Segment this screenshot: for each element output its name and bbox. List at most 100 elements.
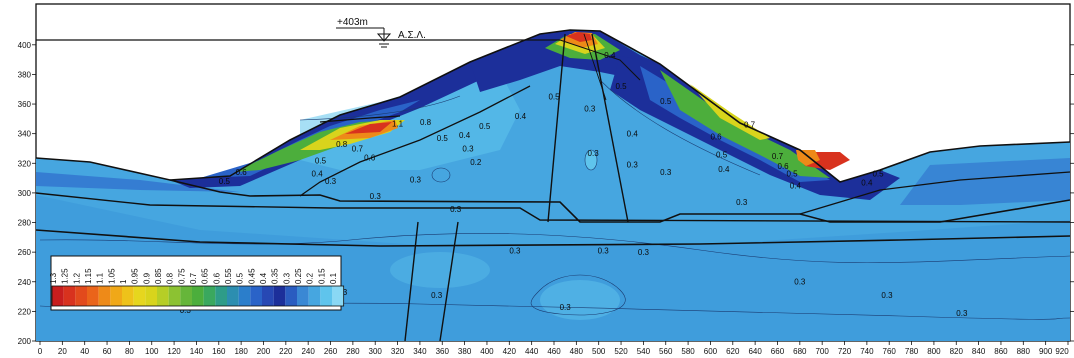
contour-label: 0.5 <box>615 82 627 91</box>
core-left <box>547 33 566 223</box>
x-tick-label: 520 <box>614 347 628 356</box>
x-tick-label: 140 <box>190 347 204 356</box>
contour-label: 0.3 <box>627 161 639 170</box>
y-tick-label: 400 <box>18 41 32 50</box>
x-tick-label: 20 <box>58 347 67 356</box>
contour-label: 0.6 <box>778 162 790 171</box>
contour-label: 0.5 <box>219 177 231 186</box>
legend-swatch <box>110 286 122 306</box>
contour-label: 0.3 <box>638 248 650 257</box>
core-right <box>591 33 629 223</box>
contour-label: 0.3 <box>462 144 474 153</box>
legend-swatch <box>98 286 111 306</box>
x-tick-label: 460 <box>547 347 561 356</box>
contour-label: 0.3 <box>736 198 748 207</box>
x-tick-label: 240 <box>301 347 315 356</box>
contour-label: 0.7 <box>744 121 756 130</box>
legend-swatch <box>168 286 181 306</box>
contour-label: 0.4 <box>790 181 802 190</box>
legend-label: 0.85 <box>154 268 163 284</box>
x-tick-label: 620 <box>726 347 740 356</box>
legend-swatch <box>227 286 239 306</box>
contour-label: 0.5 <box>315 156 327 165</box>
x-tick-label: 220 <box>279 347 293 356</box>
contour-label: 0.3 <box>794 278 806 287</box>
legend-swatch <box>157 286 169 306</box>
contour-line <box>39 233 1070 264</box>
legend-swatch <box>262 286 274 306</box>
legend-label: 1.25 <box>61 268 70 284</box>
x-tick-label: 600 <box>704 347 718 356</box>
y-tick-label: 280 <box>18 219 32 228</box>
y-tick-label: 340 <box>18 130 32 139</box>
contour-labels: 0.30.40.50.50.40.50.40.30.20.30.30.30.40… <box>180 51 968 318</box>
contour-label: 0.5 <box>716 150 728 159</box>
legend-swatch <box>192 286 204 306</box>
right-shell-green <box>660 70 830 178</box>
x-tick-label: 740 <box>860 347 874 356</box>
legend-swatch <box>273 286 286 306</box>
x-tick-label: 640 <box>748 347 762 356</box>
legend-label: 0.8 <box>166 272 175 284</box>
legend-swatch <box>215 286 227 306</box>
y-axis: 200 220 240 260 280 300 320 340 360 380 400 <box>18 41 1074 346</box>
x-tick-label: 400 <box>480 347 494 356</box>
contour-label: 0.5 <box>548 93 560 102</box>
x-tick-label: 280 <box>346 347 360 356</box>
x-tick-label: 260 <box>324 347 338 356</box>
legend-label: 0.5 <box>236 272 245 284</box>
right-slope-line <box>799 171 1070 215</box>
legend-swatch <box>203 286 216 306</box>
x-tick-label: 920 <box>1055 347 1069 356</box>
x-tick-label: 440 <box>525 347 539 356</box>
pale-patch-1 <box>300 72 520 170</box>
contour-label: 0.3 <box>325 177 337 186</box>
left-shell-red <box>345 122 392 134</box>
contour-line <box>299 95 461 121</box>
y-tick-label: 360 <box>18 100 32 109</box>
contour-label: 0.3 <box>956 309 968 318</box>
legend-label: 1.05 <box>107 268 116 284</box>
contour-label: 0.6 <box>710 133 722 142</box>
x-tick-label: 340 <box>413 347 427 356</box>
contour-label: 0.3 <box>370 192 382 201</box>
legend-swatch <box>180 286 192 306</box>
contour-label: 0.4 <box>515 112 527 121</box>
y-tick-label: 200 <box>18 337 32 346</box>
legend-label: 0.2 <box>306 272 315 284</box>
legend-swatch <box>63 286 76 306</box>
water-level-icon <box>376 33 392 42</box>
y-tick-label: 240 <box>18 278 32 287</box>
legend-label: 0.6 <box>212 272 221 284</box>
x-tick-label: 380 <box>458 347 472 356</box>
x-tick-label: 0 <box>38 347 43 356</box>
x-tick-label: 180 <box>234 347 248 356</box>
legend-label: 0.45 <box>247 268 256 284</box>
contour-label: 0.3 <box>598 247 610 256</box>
contour-label: 0.7 <box>772 152 784 161</box>
legend-label: 0.4 <box>259 272 268 284</box>
contour-label: 0.5 <box>786 170 798 179</box>
upstream-cofferdam <box>319 115 401 123</box>
x-tick-label: 200 <box>257 347 271 356</box>
x-tick-label: 80 <box>125 347 134 356</box>
contour-label: 0.3 <box>450 205 462 214</box>
left-shell-deep <box>170 34 560 188</box>
y-tick-label: 300 <box>18 189 32 198</box>
contour-label: 0.3 <box>660 168 672 177</box>
contour-label: 0.3 <box>560 303 572 312</box>
legend-swatch <box>308 286 321 306</box>
x-tick-label: 560 <box>659 347 673 356</box>
x-tick-label: 580 <box>681 347 695 356</box>
legend-swatch-frame <box>51 285 345 307</box>
legend-label: 0.9 <box>142 272 151 284</box>
contour-label: 0.2 <box>470 158 482 167</box>
legend-label: 0.95 <box>131 268 140 284</box>
contour-label: 0.4 <box>312 170 324 179</box>
y-tick-label: 220 <box>18 307 32 316</box>
ground-surface <box>36 29 1070 183</box>
legend-swatch <box>250 286 262 306</box>
contour-label: 0.3 <box>881 291 893 300</box>
x-tick-label: 840 <box>972 347 986 356</box>
